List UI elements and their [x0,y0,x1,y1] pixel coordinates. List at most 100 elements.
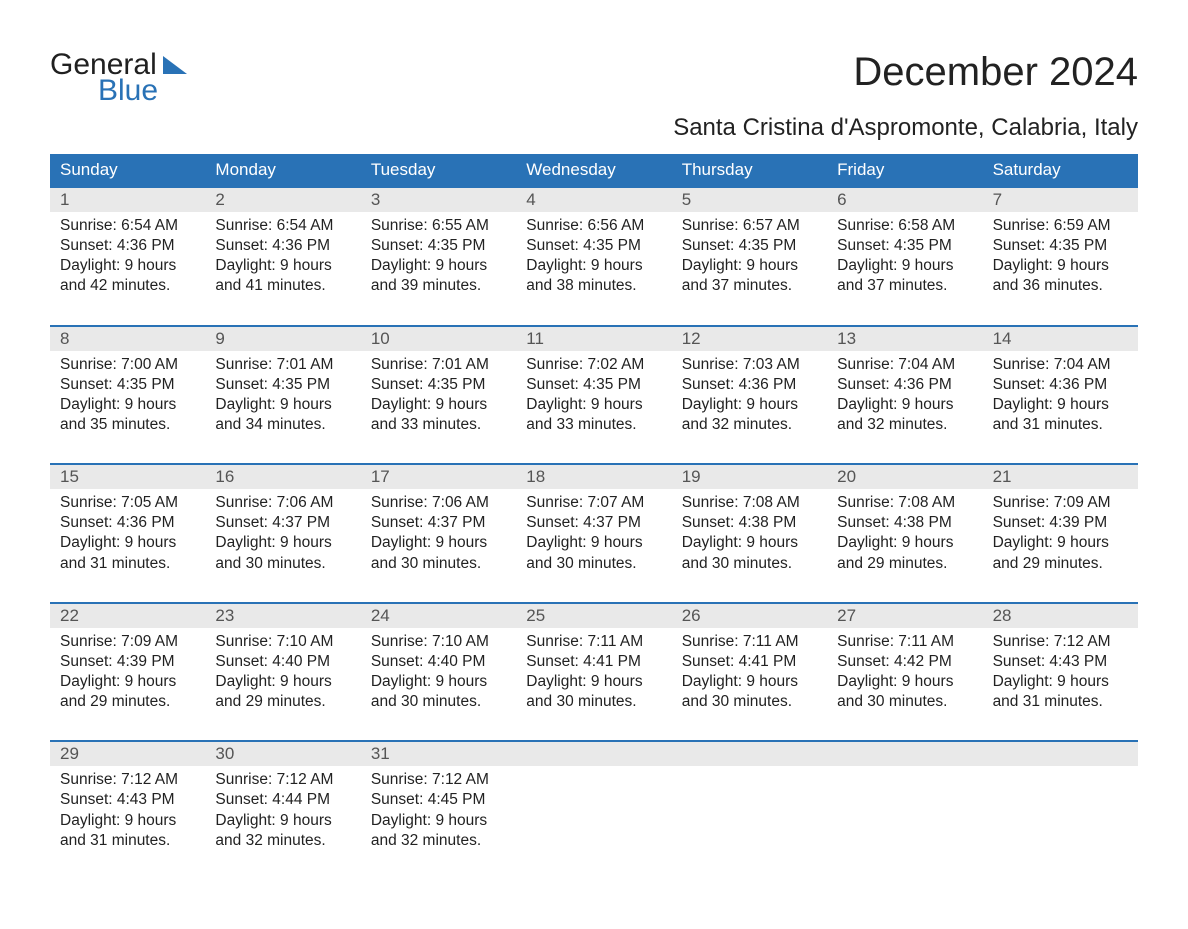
day-cell: Sunrise: 7:05 AMSunset: 4:36 PMDaylight:… [50,489,205,584]
daylight-line2: and 32 minutes. [371,831,506,851]
sunset-line: Sunset: 4:35 PM [993,236,1128,256]
day-number: 28 [983,604,1138,628]
day-cell: Sunrise: 7:08 AMSunset: 4:38 PMDaylight:… [672,489,827,584]
daylight-line1: Daylight: 9 hours [837,395,972,415]
daybody-row: Sunrise: 7:09 AMSunset: 4:39 PMDaylight:… [50,628,1138,723]
sunrise-line: Sunrise: 6:55 AM [371,216,506,236]
week-block: 1234567Sunrise: 6:54 AMSunset: 4:36 PMDa… [50,186,1138,307]
day-number: 10 [361,327,516,351]
daylight-line2: and 31 minutes. [60,554,195,574]
sunrise-line: Sunrise: 7:09 AM [993,493,1128,513]
sunrise-line: Sunrise: 6:58 AM [837,216,972,236]
week-block: 15161718192021Sunrise: 7:05 AMSunset: 4:… [50,463,1138,584]
daylight-line2: and 31 minutes. [993,692,1128,712]
day-cell: Sunrise: 7:10 AMSunset: 4:40 PMDaylight:… [361,628,516,723]
sunrise-line: Sunrise: 6:56 AM [526,216,661,236]
daylight-line1: Daylight: 9 hours [215,395,350,415]
day-number: 27 [827,604,982,628]
day-cell: Sunrise: 6:54 AMSunset: 4:36 PMDaylight:… [205,212,360,307]
daylight-line2: and 35 minutes. [60,415,195,435]
daylight-line1: Daylight: 9 hours [371,811,506,831]
sunset-line: Sunset: 4:39 PM [60,652,195,672]
day-header: Tuesday [361,154,516,186]
sunset-line: Sunset: 4:36 PM [837,375,972,395]
daybody-row: Sunrise: 6:54 AMSunset: 4:36 PMDaylight:… [50,212,1138,307]
day-cell: Sunrise: 7:11 AMSunset: 4:42 PMDaylight:… [827,628,982,723]
sunrise-line: Sunrise: 7:06 AM [215,493,350,513]
day-cell [827,766,982,861]
day-number: 12 [672,327,827,351]
day-cell: Sunrise: 7:09 AMSunset: 4:39 PMDaylight:… [50,628,205,723]
sunrise-line: Sunrise: 7:05 AM [60,493,195,513]
daylight-line2: and 29 minutes. [60,692,195,712]
day-cell: Sunrise: 6:54 AMSunset: 4:36 PMDaylight:… [50,212,205,307]
day-cell [516,766,671,861]
day-cell: Sunrise: 6:56 AMSunset: 4:35 PMDaylight:… [516,212,671,307]
sunset-line: Sunset: 4:35 PM [682,236,817,256]
sunrise-line: Sunrise: 6:57 AM [682,216,817,236]
day-number: 24 [361,604,516,628]
day-number: 18 [516,465,671,489]
daylight-line1: Daylight: 9 hours [60,256,195,276]
daylight-line2: and 30 minutes. [371,554,506,574]
sunset-line: Sunset: 4:40 PM [371,652,506,672]
logo: General Blue [50,50,187,106]
sunrise-line: Sunrise: 7:02 AM [526,355,661,375]
daylight-line1: Daylight: 9 hours [526,533,661,553]
day-cell [672,766,827,861]
daylight-line2: and 38 minutes. [526,276,661,296]
day-number [983,742,1138,766]
day-cell: Sunrise: 7:12 AMSunset: 4:44 PMDaylight:… [205,766,360,861]
daylight-line1: Daylight: 9 hours [993,533,1128,553]
day-header: Thursday [672,154,827,186]
day-cell: Sunrise: 7:09 AMSunset: 4:39 PMDaylight:… [983,489,1138,584]
sunset-line: Sunset: 4:37 PM [215,513,350,533]
day-cell: Sunrise: 6:57 AMSunset: 4:35 PMDaylight:… [672,212,827,307]
day-cell: Sunrise: 7:01 AMSunset: 4:35 PMDaylight:… [205,351,360,446]
day-header: Sunday [50,154,205,186]
daylight-line1: Daylight: 9 hours [371,256,506,276]
daylight-line2: and 41 minutes. [215,276,350,296]
sunrise-line: Sunrise: 7:10 AM [215,632,350,652]
sunset-line: Sunset: 4:45 PM [371,790,506,810]
day-number: 5 [672,188,827,212]
daynum-row: 15161718192021 [50,465,1138,489]
daylight-line2: and 39 minutes. [371,276,506,296]
day-number: 19 [672,465,827,489]
day-cell: Sunrise: 7:11 AMSunset: 4:41 PMDaylight:… [516,628,671,723]
daylight-line1: Daylight: 9 hours [682,395,817,415]
sunrise-line: Sunrise: 6:54 AM [60,216,195,236]
daylight-line1: Daylight: 9 hours [215,811,350,831]
day-cell: Sunrise: 7:08 AMSunset: 4:38 PMDaylight:… [827,489,982,584]
sunset-line: Sunset: 4:36 PM [215,236,350,256]
sunset-line: Sunset: 4:35 PM [526,375,661,395]
sunset-line: Sunset: 4:35 PM [371,375,506,395]
daylight-line1: Daylight: 9 hours [371,533,506,553]
week-block: 22232425262728Sunrise: 7:09 AMSunset: 4:… [50,602,1138,723]
day-number: 31 [361,742,516,766]
daylight-line1: Daylight: 9 hours [371,395,506,415]
daylight-line2: and 31 minutes. [993,415,1128,435]
sunrise-line: Sunrise: 7:00 AM [60,355,195,375]
day-number: 6 [827,188,982,212]
daylight-line2: and 33 minutes. [526,415,661,435]
day-number: 13 [827,327,982,351]
daylight-line1: Daylight: 9 hours [215,256,350,276]
sunset-line: Sunset: 4:41 PM [682,652,817,672]
sunrise-line: Sunrise: 7:01 AM [371,355,506,375]
sunrise-line: Sunrise: 7:12 AM [215,770,350,790]
day-number: 2 [205,188,360,212]
daylight-line2: and 32 minutes. [215,831,350,851]
daylight-line1: Daylight: 9 hours [837,533,972,553]
day-number: 23 [205,604,360,628]
daylight-line2: and 29 minutes. [215,692,350,712]
day-cell: Sunrise: 7:12 AMSunset: 4:43 PMDaylight:… [983,628,1138,723]
day-number: 3 [361,188,516,212]
sunset-line: Sunset: 4:35 PM [60,375,195,395]
day-header: Saturday [983,154,1138,186]
sunset-line: Sunset: 4:35 PM [371,236,506,256]
day-number: 17 [361,465,516,489]
day-number: 30 [205,742,360,766]
day-cell: Sunrise: 7:11 AMSunset: 4:41 PMDaylight:… [672,628,827,723]
sunset-line: Sunset: 4:36 PM [993,375,1128,395]
